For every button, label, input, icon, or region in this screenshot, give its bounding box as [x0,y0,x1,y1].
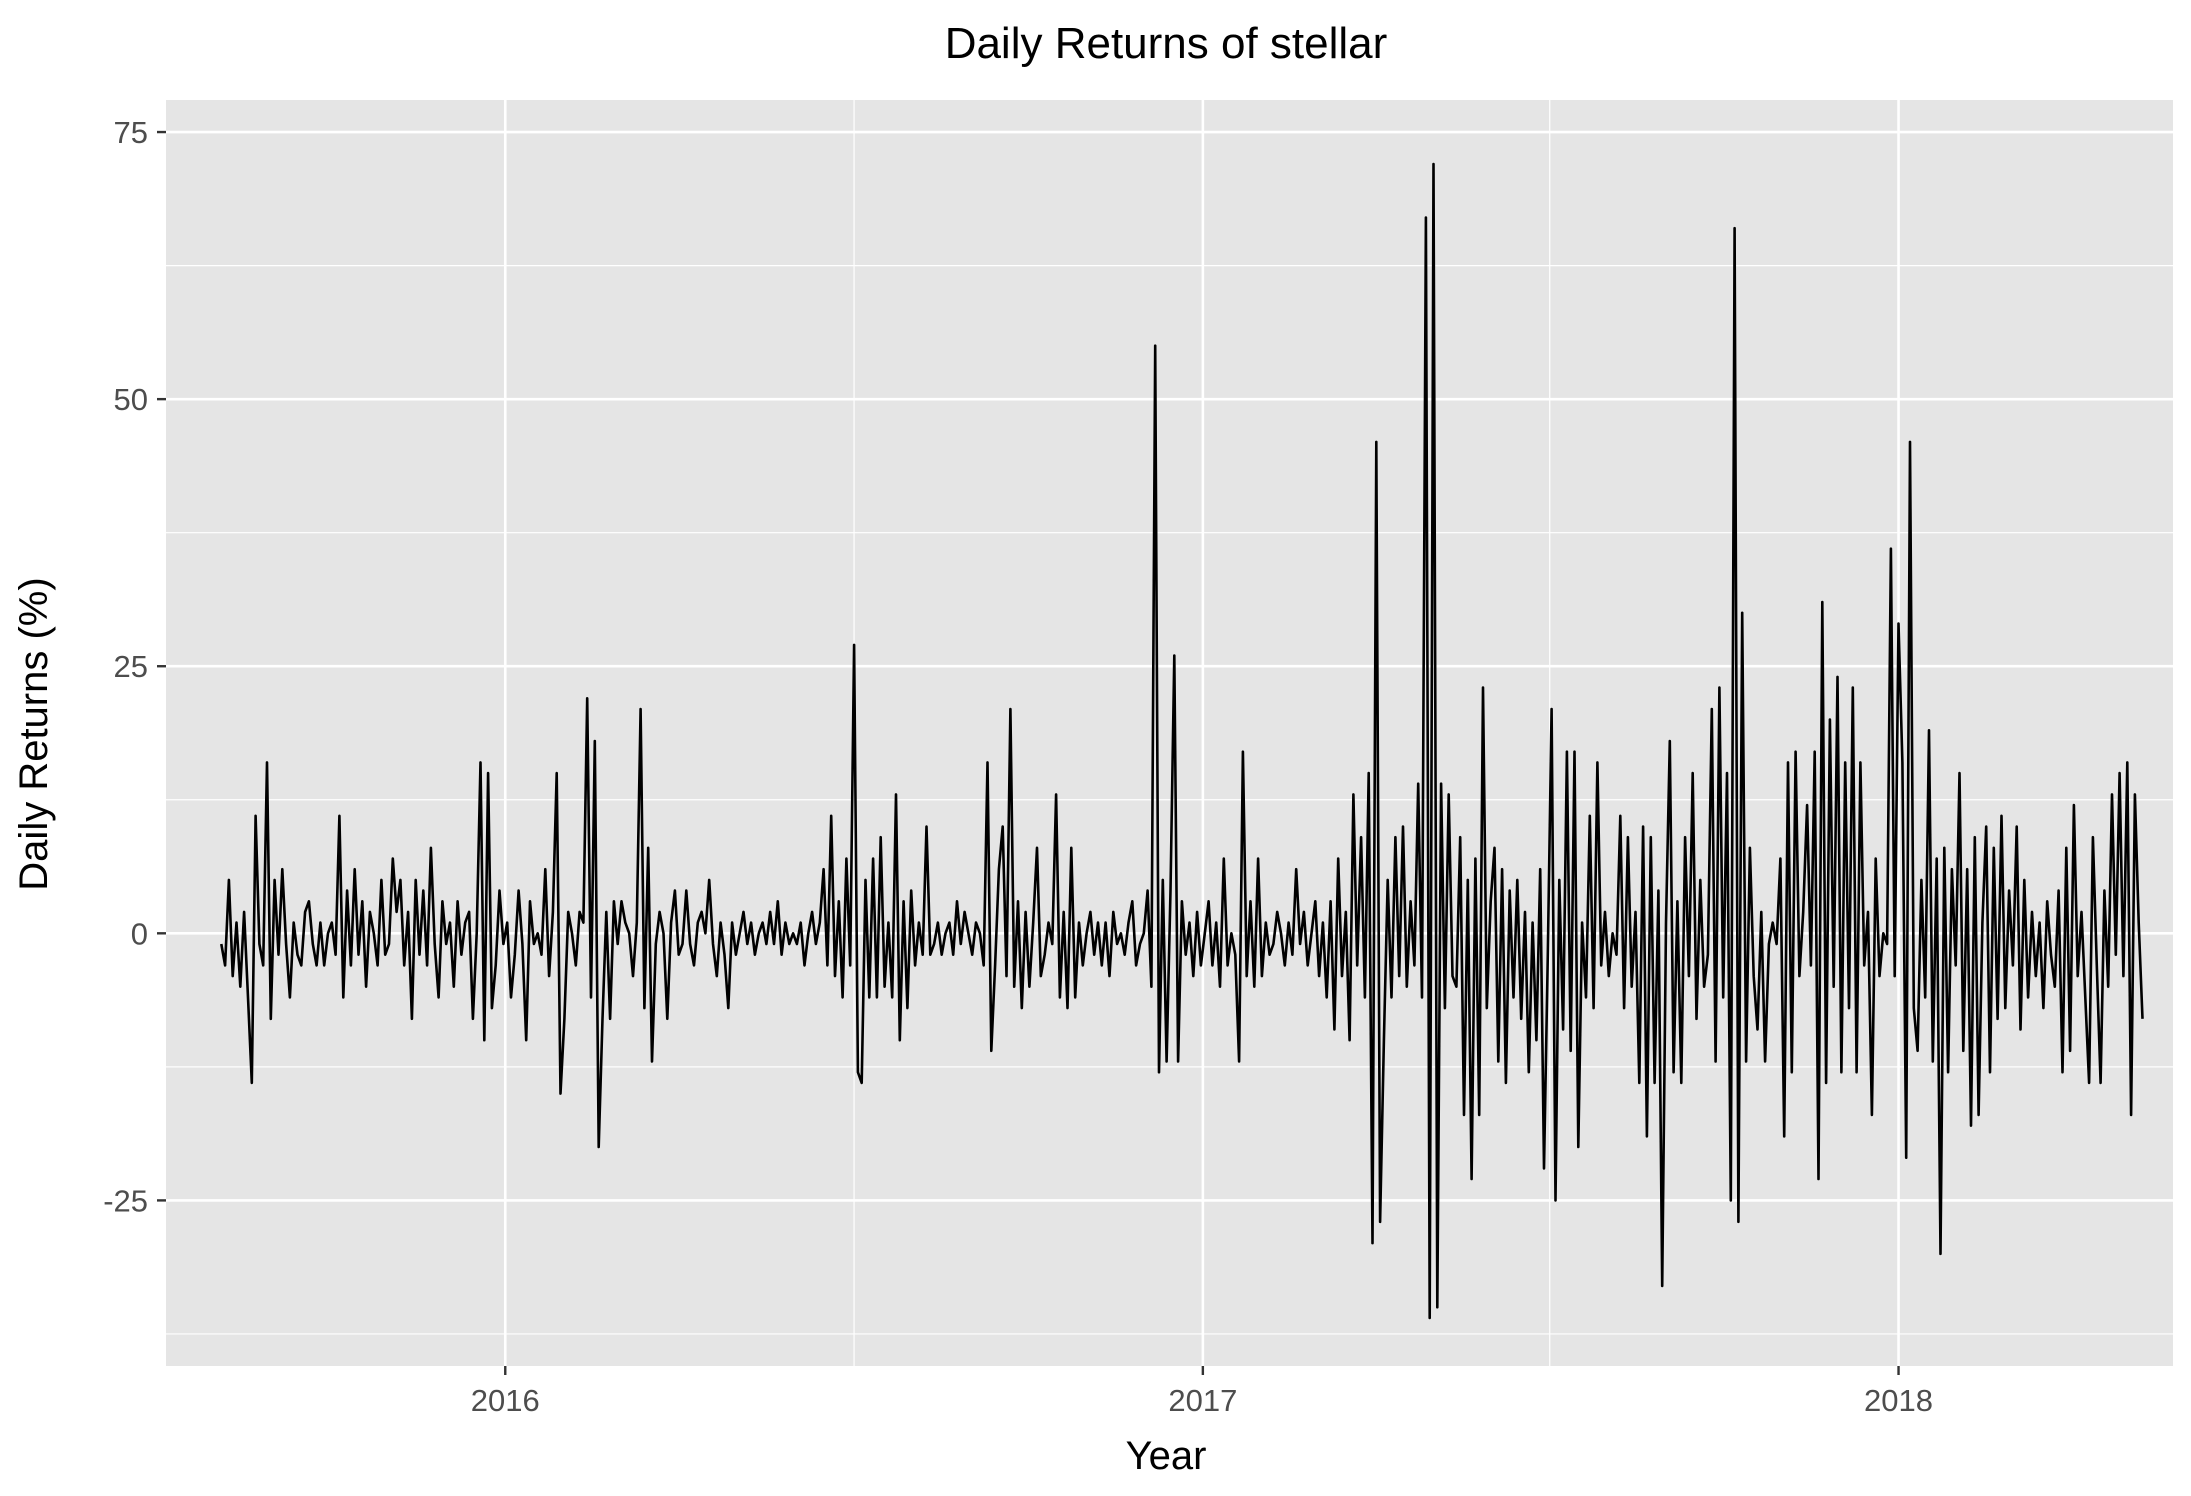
x-tick-label: 2018 [1864,1383,1933,1418]
chart-title: Daily Returns of stellar [945,19,1388,68]
x-axis-label: Year [1126,1434,1207,1478]
x-axis-ticks: 2016 2017 2018 [471,1366,1933,1418]
y-tick-label: 25 [114,649,148,684]
x-tick-label: 2016 [471,1383,540,1418]
y-axis-ticks: -25 0 25 50 75 [103,115,166,1218]
y-tick-label: -25 [103,1183,148,1218]
plot-panel [166,100,2173,1366]
y-tick-label: 50 [114,382,148,417]
y-tick-label: 75 [114,115,148,150]
series-line [220,162,2144,1320]
y-axis-label: Daily Returns (%) [12,577,56,890]
y-tick-label: 0 [131,916,148,951]
x-tick-label: 2017 [1168,1383,1237,1418]
